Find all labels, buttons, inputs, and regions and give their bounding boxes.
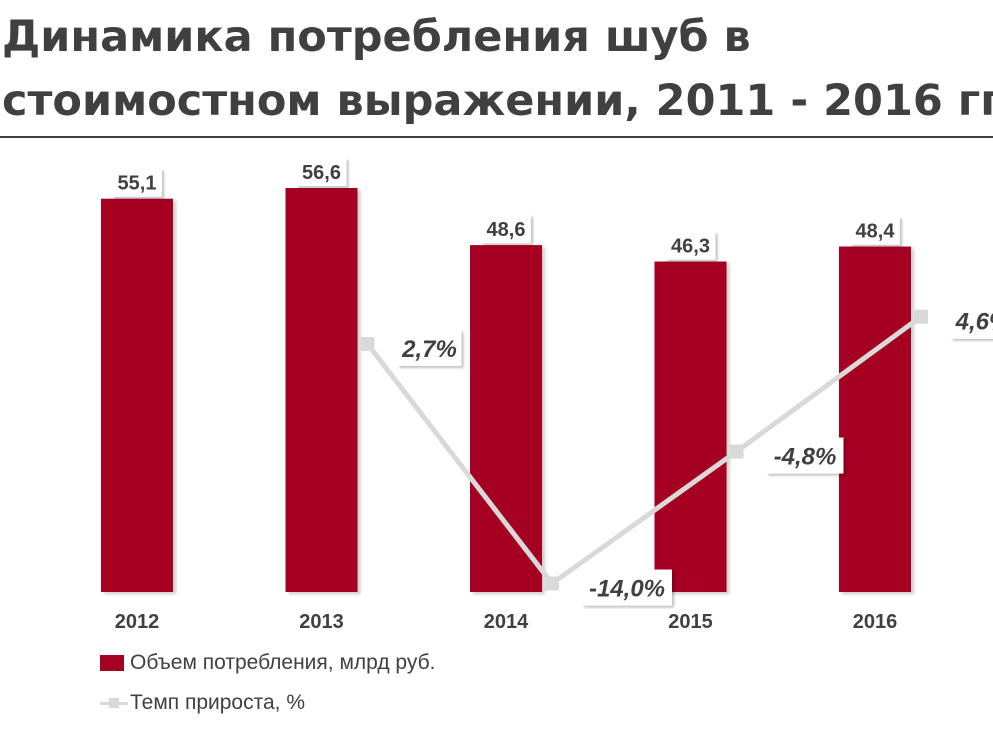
growth-label-2015: -4,8%: [774, 444, 837, 471]
growth-label-2014: -14,0%: [589, 576, 665, 603]
growth-rate-point-2015: [729, 444, 744, 459]
growth-label-2013: 2,7%: [401, 336, 457, 363]
legend-line-label: Темп прироста, %: [130, 691, 306, 714]
title-block: Динамика потребления шуб в стоимостном в…: [0, 0, 993, 140]
bar-value-label-box-2012: [112, 168, 162, 197]
x-tick-label-2014: 2014: [484, 611, 529, 633]
bar-2012: [101, 198, 173, 592]
bar-2016: [839, 246, 911, 592]
chart-title-line-1: Динамика потребления шуб в: [2, 12, 751, 62]
bar-2015: [654, 261, 727, 592]
chart-legend: Объем потребления, млрд руб. Темп прирос…: [100, 646, 435, 720]
growth-rate-line: [365, 314, 923, 587]
growth-label-box-2016: [951, 302, 993, 339]
growth-rate-point-2014: [545, 576, 559, 591]
legend-line-swatch: [100, 695, 128, 711]
legend-bar-swatch: [100, 655, 124, 671]
chart-title-line-2: стоимостном выражении, 2011 - 2016 гг.: [2, 76, 993, 126]
bar-value-label-box-2013: [296, 158, 347, 186]
bar-value-label-2015: 46,3: [671, 236, 710, 258]
bar-value-label-2014: 48,6: [487, 219, 526, 241]
growth-rate-point-2016: [914, 309, 928, 324]
growth-label-box-2013: [397, 329, 462, 366]
bar-value-label-box-2015: [665, 231, 716, 260]
bar-value-label-box-2014: [481, 215, 531, 244]
bar-value-label-2016: 48,4: [856, 221, 896, 243]
bar-value-label-2013: 56,6: [302, 162, 341, 184]
growth-label-box-2014: [582, 569, 672, 606]
x-tick-label-2015: 2015: [668, 611, 713, 633]
growth-label-2016: 4,6%: [955, 309, 993, 336]
legend-bar-label: Объем потребления, млрд руб.: [130, 651, 436, 674]
bar-value-label-box-2016: [850, 216, 900, 245]
bar-value-label-2012: 55,1: [118, 173, 157, 195]
x-tick-label-2013: 2013: [299, 611, 344, 633]
growth-label-box-2015: [766, 437, 844, 474]
x-tick-label-2012: 2012: [115, 611, 160, 633]
bar-2014: [470, 245, 542, 592]
legend-item-line: Темп прироста, %: [100, 686, 435, 720]
bar-2013: [285, 188, 358, 592]
growth-rate-point-2013: [360, 336, 375, 351]
legend-item-bar: Объем потребления, млрд руб.: [100, 646, 435, 680]
x-tick-label-2016: 2016: [853, 611, 898, 633]
title-underline: [0, 136, 993, 138]
